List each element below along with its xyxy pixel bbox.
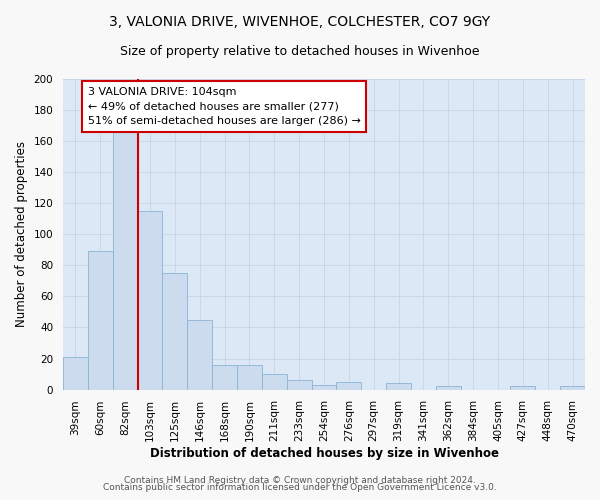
Bar: [311, 385, 337, 390]
Bar: [436, 386, 461, 390]
Bar: [237, 364, 262, 390]
Bar: [287, 380, 311, 390]
Bar: [163, 273, 187, 390]
Bar: [560, 386, 585, 390]
Text: Size of property relative to detached houses in Wivenhoe: Size of property relative to detached ho…: [120, 45, 480, 58]
Bar: [386, 384, 411, 390]
Text: Contains public sector information licensed under the Open Government Licence v3: Contains public sector information licen…: [103, 484, 497, 492]
X-axis label: Distribution of detached houses by size in Wivenhoe: Distribution of detached houses by size …: [149, 447, 499, 460]
Bar: [137, 211, 163, 390]
Text: 3 VALONIA DRIVE: 104sqm
← 49% of detached houses are smaller (277)
51% of semi-d: 3 VALONIA DRIVE: 104sqm ← 49% of detache…: [88, 87, 361, 126]
Bar: [187, 320, 212, 390]
Bar: [337, 382, 361, 390]
Bar: [113, 130, 137, 390]
Text: 3, VALONIA DRIVE, WIVENHOE, COLCHESTER, CO7 9GY: 3, VALONIA DRIVE, WIVENHOE, COLCHESTER, …: [109, 15, 491, 29]
Bar: [511, 386, 535, 390]
Text: Contains HM Land Registry data © Crown copyright and database right 2024.: Contains HM Land Registry data © Crown c…: [124, 476, 476, 485]
Y-axis label: Number of detached properties: Number of detached properties: [15, 142, 28, 328]
Bar: [212, 364, 237, 390]
Bar: [88, 252, 113, 390]
Bar: [262, 374, 287, 390]
Bar: [63, 357, 88, 390]
